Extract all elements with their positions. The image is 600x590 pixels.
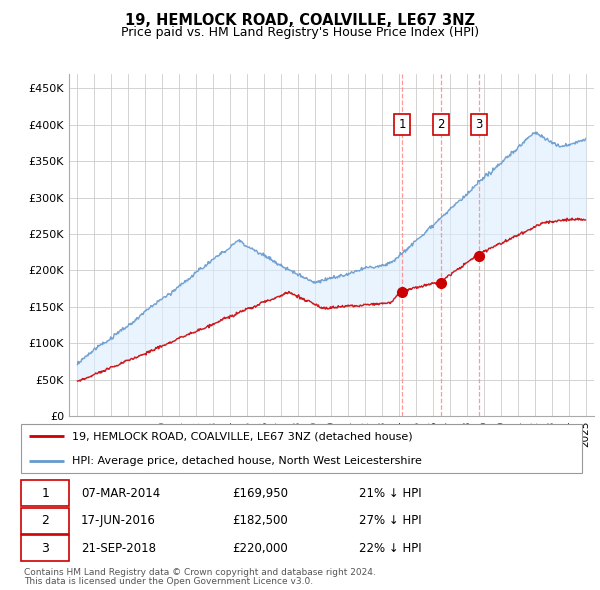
Text: 1: 1 — [398, 118, 406, 131]
Text: 21-SEP-2018: 21-SEP-2018 — [81, 542, 156, 555]
FancyBboxPatch shape — [21, 508, 70, 533]
Text: 19, HEMLOCK ROAD, COALVILLE, LE67 3NZ: 19, HEMLOCK ROAD, COALVILLE, LE67 3NZ — [125, 13, 475, 28]
Text: 22% ↓ HPI: 22% ↓ HPI — [359, 542, 421, 555]
FancyBboxPatch shape — [21, 480, 70, 506]
Text: Contains HM Land Registry data © Crown copyright and database right 2024.: Contains HM Land Registry data © Crown c… — [24, 568, 376, 576]
Text: 2: 2 — [437, 118, 445, 131]
Text: £220,000: £220,000 — [233, 542, 289, 555]
Text: £182,500: £182,500 — [233, 514, 289, 527]
Text: 2: 2 — [41, 514, 49, 527]
Text: 3: 3 — [41, 542, 49, 555]
Text: 17-JUN-2016: 17-JUN-2016 — [81, 514, 156, 527]
Text: 07-MAR-2014: 07-MAR-2014 — [81, 487, 160, 500]
Text: 19, HEMLOCK ROAD, COALVILLE, LE67 3NZ (detached house): 19, HEMLOCK ROAD, COALVILLE, LE67 3NZ (d… — [73, 431, 413, 441]
Text: 1: 1 — [41, 487, 49, 500]
Text: This data is licensed under the Open Government Licence v3.0.: This data is licensed under the Open Gov… — [24, 577, 313, 586]
Text: 3: 3 — [475, 118, 483, 131]
Text: 27% ↓ HPI: 27% ↓ HPI — [359, 514, 421, 527]
FancyBboxPatch shape — [21, 424, 582, 473]
Text: £169,950: £169,950 — [233, 487, 289, 500]
FancyBboxPatch shape — [21, 535, 70, 561]
Text: HPI: Average price, detached house, North West Leicestershire: HPI: Average price, detached house, Nort… — [73, 455, 422, 466]
Text: Price paid vs. HM Land Registry's House Price Index (HPI): Price paid vs. HM Land Registry's House … — [121, 26, 479, 39]
Text: 21% ↓ HPI: 21% ↓ HPI — [359, 487, 421, 500]
